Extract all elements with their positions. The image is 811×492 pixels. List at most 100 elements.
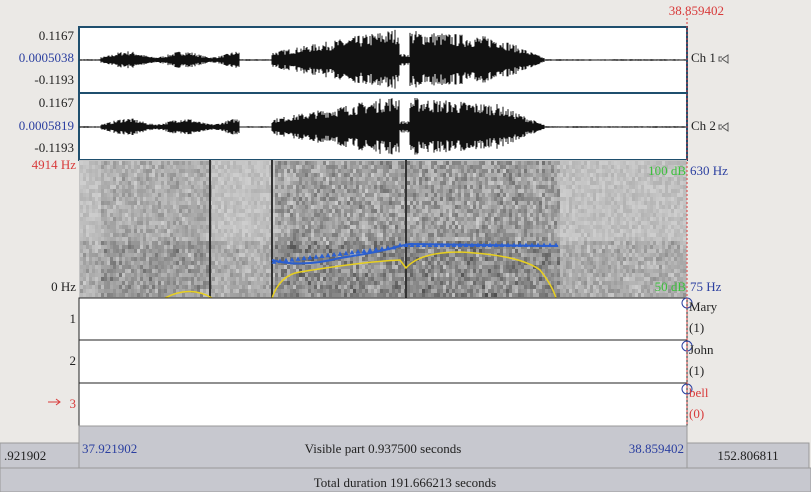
spectrogram-cell bbox=[443, 233, 446, 237]
spectrogram-cell bbox=[152, 205, 155, 209]
spectrogram-cell bbox=[494, 201, 497, 205]
spectrogram-cell bbox=[308, 201, 311, 205]
spectrogram-cell bbox=[503, 189, 506, 193]
textgrid-editor: 38.859402 0.1167 0.0005038 -0.1193 Ch 1 … bbox=[0, 0, 811, 492]
spectrogram-cell bbox=[482, 225, 485, 229]
spectrogram-cell bbox=[428, 169, 431, 173]
spectrogram-cell bbox=[311, 277, 314, 281]
spectrogram-cell bbox=[86, 173, 89, 177]
spectrogram-cell bbox=[119, 205, 122, 209]
spectrogram-cell bbox=[350, 277, 353, 281]
spectrogram-cell bbox=[230, 185, 233, 189]
spectrogram-cell bbox=[107, 289, 110, 293]
spectrogram-cell bbox=[461, 213, 464, 217]
spectrogram-cell bbox=[458, 273, 461, 277]
spectrogram-cell bbox=[395, 241, 398, 245]
spectrogram-cell bbox=[113, 177, 116, 181]
spectrogram-cell bbox=[323, 269, 326, 273]
spectrogram-cell bbox=[167, 245, 170, 249]
spectrogram-cell bbox=[410, 221, 413, 225]
spectrogram-cell bbox=[152, 185, 155, 189]
spectrogram-cell bbox=[131, 241, 134, 245]
spectrogram-cell bbox=[191, 201, 194, 205]
spectrogram-cell bbox=[260, 229, 263, 233]
spectrogram-cell bbox=[197, 249, 200, 253]
spectrogram-cell bbox=[359, 277, 362, 281]
spectrogram-cell bbox=[449, 185, 452, 189]
spectrogram-cell bbox=[458, 161, 461, 165]
spectrogram-cell bbox=[146, 197, 149, 201]
spectrogram-cell bbox=[380, 221, 383, 225]
spectrogram-cell bbox=[197, 193, 200, 197]
spectrogram-cell bbox=[374, 277, 377, 281]
spectrogram-cell bbox=[302, 181, 305, 185]
spectrogram-cell bbox=[329, 281, 332, 285]
spectrogram-cell bbox=[515, 241, 518, 245]
spectrogram-cell bbox=[470, 273, 473, 277]
spectrogram-cell bbox=[275, 169, 278, 173]
spectrogram-cell bbox=[461, 269, 464, 273]
spectrogram-cell bbox=[473, 265, 476, 269]
spectrogram-cell bbox=[122, 201, 125, 205]
spectrogram-cell bbox=[239, 265, 242, 269]
spectrogram-cell bbox=[146, 293, 149, 297]
spectrogram-cell bbox=[146, 189, 149, 193]
spectrogram-cell bbox=[119, 181, 122, 185]
spectrogram-cell bbox=[413, 213, 416, 217]
spectrogram-cell bbox=[218, 257, 221, 261]
spectrogram-cell bbox=[215, 277, 218, 281]
spectrogram-cell bbox=[275, 229, 278, 233]
channel-label[interactable]: Ch 1 bbox=[691, 50, 716, 65]
spectrogram-cell bbox=[257, 281, 260, 285]
spectrogram-cell bbox=[80, 205, 83, 209]
spectrogram-cell bbox=[227, 253, 230, 257]
spectrogram-cell bbox=[143, 197, 146, 201]
spectrogram-cell bbox=[503, 281, 506, 285]
spectrogram-cell bbox=[353, 281, 356, 285]
spectrogram-cell bbox=[110, 249, 113, 253]
spectrogram-cell bbox=[431, 169, 434, 173]
spectrogram-cell bbox=[200, 193, 203, 197]
spectrogram-cell bbox=[101, 205, 104, 209]
spectrogram-cell bbox=[245, 245, 248, 249]
spectrogram-cell bbox=[203, 181, 206, 185]
spectrogram-cell bbox=[422, 289, 425, 293]
spectrogram-cell bbox=[185, 241, 188, 245]
spectrogram-cell bbox=[200, 225, 203, 229]
spectrogram-cell bbox=[218, 273, 221, 277]
spectrogram-cell bbox=[386, 161, 389, 165]
spectrogram-cell bbox=[413, 285, 416, 289]
spectrogram-cell bbox=[308, 237, 311, 241]
spectrogram-cell bbox=[416, 229, 419, 233]
spectrogram-cell bbox=[350, 197, 353, 201]
channel-label[interactable]: Ch 2 bbox=[691, 118, 716, 133]
spectrogram-cell bbox=[287, 237, 290, 241]
spectrogram-cell bbox=[383, 285, 386, 289]
spectrogram-cell bbox=[452, 177, 455, 181]
spectrogram-cell bbox=[449, 169, 452, 173]
spectrogram-cell bbox=[365, 205, 368, 209]
spectrogram-cell bbox=[263, 213, 266, 217]
spectrogram-cell bbox=[320, 289, 323, 293]
spectrogram-cell bbox=[359, 237, 362, 241]
spectrogram-cell bbox=[197, 221, 200, 225]
spectrogram-cell bbox=[365, 201, 368, 205]
spectrogram-cell bbox=[374, 193, 377, 197]
spectrogram-cell bbox=[311, 217, 314, 221]
spectrogram-cell bbox=[227, 261, 230, 265]
spectrogram-cell bbox=[92, 265, 95, 269]
spectrogram-cell bbox=[371, 201, 374, 205]
spectrogram-cell bbox=[317, 285, 320, 289]
spectrogram-cell bbox=[173, 281, 176, 285]
spectrogram-cell bbox=[227, 233, 230, 237]
spectrogram-cell bbox=[482, 173, 485, 177]
spectrogram-cell bbox=[122, 229, 125, 233]
spectrogram-cell bbox=[317, 177, 320, 181]
spectrogram-cell bbox=[332, 169, 335, 173]
spectrogram-cell bbox=[161, 249, 164, 253]
spectrogram-cell bbox=[218, 217, 221, 221]
spectrogram-cell bbox=[104, 225, 107, 229]
spectrogram-cell bbox=[182, 229, 185, 233]
spectrogram-cell bbox=[236, 221, 239, 225]
spectrogram-cell bbox=[155, 257, 158, 261]
